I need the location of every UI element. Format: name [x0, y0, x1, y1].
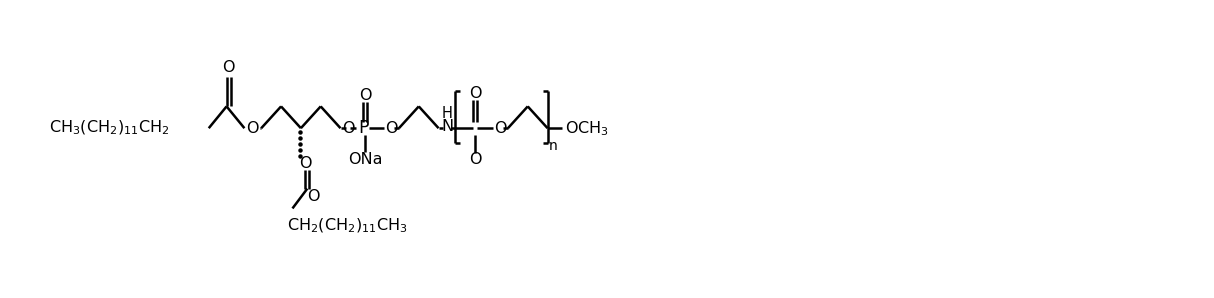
Text: O: O [494, 121, 506, 136]
Text: O: O [359, 88, 371, 103]
Text: ONa: ONa [348, 152, 382, 167]
Text: O: O [307, 189, 319, 204]
Text: O: O [299, 156, 312, 171]
Text: CH$_2$(CH$_2$)$_{11}$CH$_3$: CH$_2$(CH$_2$)$_{11}$CH$_3$ [287, 217, 408, 235]
Text: P: P [358, 119, 369, 137]
Text: O: O [246, 121, 259, 136]
Text: O: O [222, 60, 234, 75]
Text: O: O [385, 121, 397, 136]
Text: H: H [442, 106, 453, 121]
Text: OCH$_3$: OCH$_3$ [566, 119, 609, 138]
Text: O: O [341, 121, 354, 136]
Text: n: n [549, 139, 558, 153]
Text: CH$_3$(CH$_2$)$_{11}$CH$_2$: CH$_3$(CH$_2$)$_{11}$CH$_2$ [50, 119, 170, 137]
Text: N: N [441, 119, 453, 134]
Text: O: O [469, 86, 482, 101]
Text: O: O [469, 152, 482, 167]
